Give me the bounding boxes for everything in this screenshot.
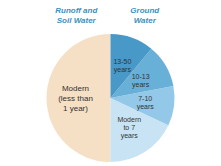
svg-text:1 year): 1 year) [63,104,88,113]
svg-text:years: years [121,132,139,140]
svg-text:Water: Water [134,16,157,25]
svg-text:(less than: (less than [58,94,93,103]
svg-text:Ground: Ground [130,6,160,15]
svg-text:10-13: 10-13 [132,73,150,80]
svg-text:years: years [132,81,150,89]
svg-text:Runoff and: Runoff and [55,6,98,15]
svg-text:7-10: 7-10 [138,95,152,102]
svg-text:Soil Water: Soil Water [57,16,97,25]
svg-text:13-50: 13-50 [113,58,131,65]
svg-text:Modern: Modern [62,84,89,93]
svg-text:Modern: Modern [117,116,141,123]
svg-text:to 7: to 7 [123,124,135,131]
svg-text:years: years [137,103,155,111]
svg-text:years: years [114,66,132,74]
